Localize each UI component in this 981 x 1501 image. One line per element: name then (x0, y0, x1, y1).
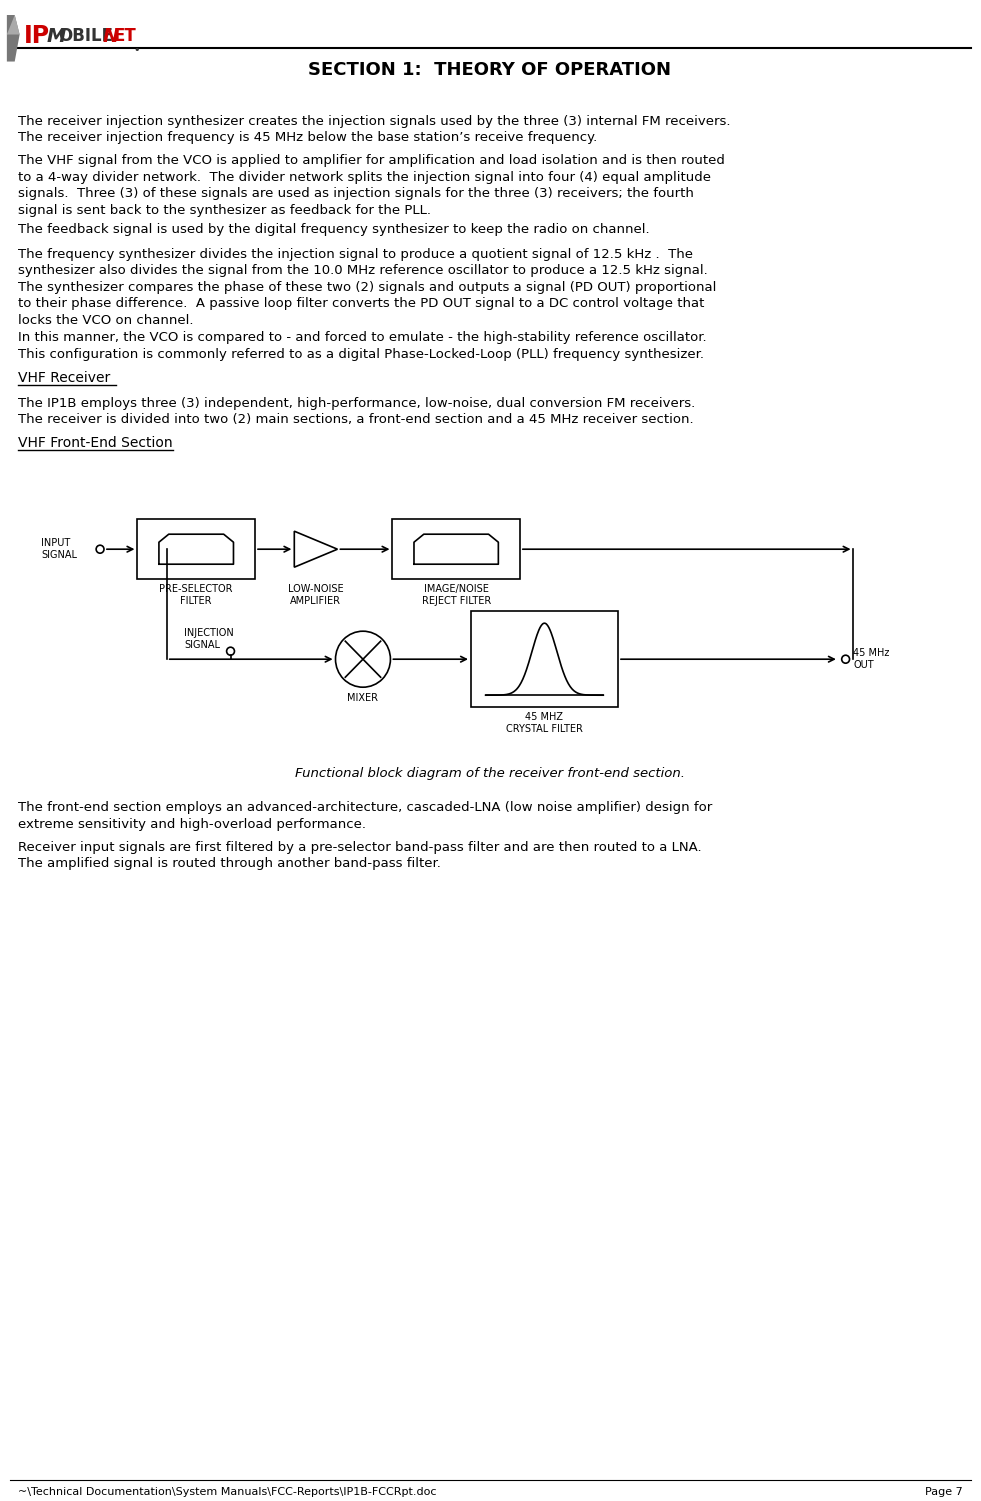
Bar (392, 519, 520, 579)
Text: The VHF signal from the VCO is applied to amplifier for amplification and load i: The VHF signal from the VCO is applied t… (18, 155, 725, 218)
Bar (471, 611, 618, 707)
Text: 45 MHz
OUT: 45 MHz OUT (853, 648, 890, 669)
Text: VHF Receiver: VHF Receiver (18, 371, 110, 384)
Text: •: • (133, 45, 140, 54)
Text: PRE-SELECTOR
FILTER: PRE-SELECTOR FILTER (160, 584, 232, 606)
Text: MIXER: MIXER (347, 693, 379, 702)
Text: IP: IP (24, 24, 50, 48)
Text: 45 MHZ
CRYSTAL FILTER: 45 MHZ CRYSTAL FILTER (506, 711, 583, 734)
Text: Page 7: Page 7 (925, 1487, 963, 1496)
Polygon shape (7, 15, 20, 35)
Text: LOW-NOISE
AMPLIFIER: LOW-NOISE AMPLIFIER (288, 584, 343, 606)
Text: VHF Front-End Section: VHF Front-End Section (18, 437, 173, 450)
Text: ET: ET (114, 27, 136, 45)
Text: OBILE: OBILE (58, 27, 113, 45)
Text: In this manner, the VCO is compared to - and forced to emulate - the high-stabil: In this manner, the VCO is compared to -… (18, 332, 706, 360)
Text: INJECTION
SIGNAL: INJECTION SIGNAL (184, 629, 234, 650)
Text: The IP1B employs three (3) independent, high-performance, low-noise, dual conver: The IP1B employs three (3) independent, … (18, 396, 696, 426)
Text: IMAGE/NOISE
REJECT FILTER: IMAGE/NOISE REJECT FILTER (422, 584, 490, 606)
Text: INPUT
SIGNAL: INPUT SIGNAL (41, 539, 77, 560)
Bar (137, 519, 255, 579)
Text: Receiver input signals are first filtered by a pre-selector band-pass filter and: Receiver input signals are first filtere… (18, 841, 701, 871)
Text: M: M (46, 27, 66, 45)
Text: The feedback signal is used by the digital frequency synthesizer to keep the rad: The feedback signal is used by the digit… (18, 224, 649, 236)
Text: ~\Technical Documentation\System Manuals\FCC-Reports\IP1B-FCCRpt.doc: ~\Technical Documentation\System Manuals… (18, 1487, 437, 1496)
Polygon shape (7, 15, 20, 62)
Text: SECTION 1:  THEORY OF OPERATION: SECTION 1: THEORY OF OPERATION (308, 62, 672, 80)
Text: The front-end section employs an advanced-architecture, cascaded-LNA (low noise : The front-end section employs an advance… (18, 802, 712, 830)
Text: The frequency synthesizer divides the injection signal to produce a quotient sig: The frequency synthesizer divides the in… (18, 248, 716, 327)
Text: N: N (103, 27, 120, 45)
Text: The receiver injection synthesizer creates the injection signals used by the thr: The receiver injection synthesizer creat… (18, 116, 731, 144)
Text: Functional block diagram of the receiver front-end section.: Functional block diagram of the receiver… (295, 767, 685, 781)
